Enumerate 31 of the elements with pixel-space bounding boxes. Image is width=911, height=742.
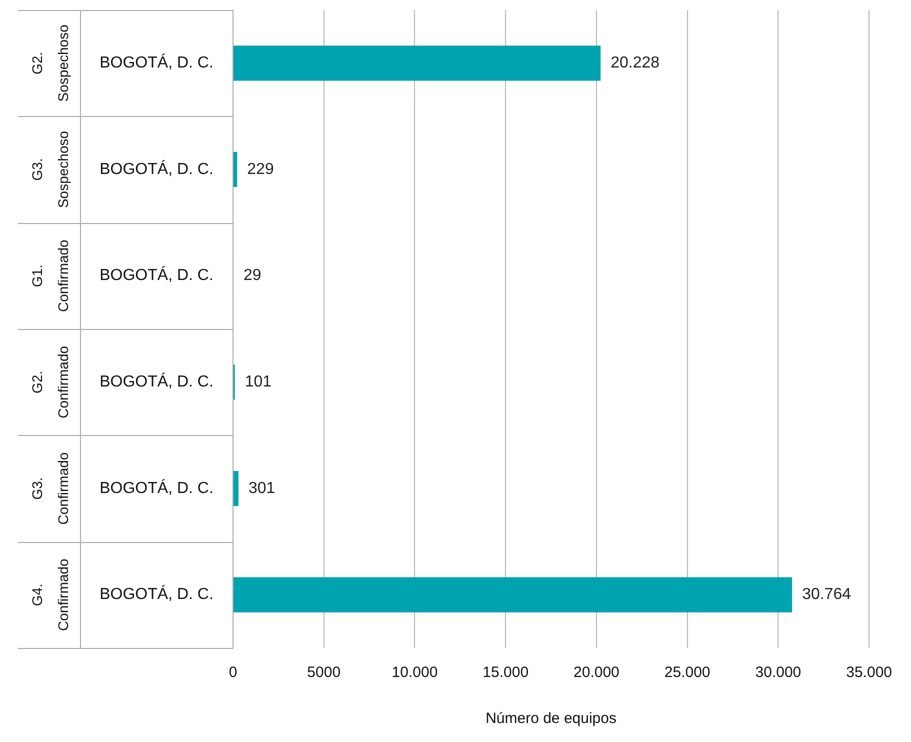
x-tick-label: 5000 (307, 664, 341, 682)
data-label: 301 (248, 480, 276, 497)
bar (234, 46, 601, 81)
y2-tick-label: G2. Confirmado (28, 346, 71, 418)
x-tick-label: 35.000 (846, 664, 892, 682)
bar (234, 577, 792, 612)
y2-tick-label: G3. Sospechoso (28, 130, 71, 208)
data-label: 30.764 (802, 586, 852, 604)
x-tick-label: 0 (228, 664, 238, 682)
y-tick-label: BOGOTÁ, D. C. (100, 54, 214, 72)
x-tick-label: 20.000 (574, 664, 620, 682)
y2-tick-label: G2. Sospechoso (28, 24, 71, 102)
x-tick-label: 25.000 (664, 664, 710, 682)
y2-tick-label: G4. Confirmado (28, 558, 71, 632)
y-tick-label: BOGOTÁ, D. C. (100, 478, 214, 497)
x-axis-title: Número de equipos (486, 710, 616, 728)
y-tick-label: BOGOTÁ, D. C. (100, 160, 214, 178)
bar (234, 470, 238, 506)
data-label: 229 (247, 160, 274, 178)
x-tick-label: 15.000 (482, 664, 529, 682)
data-label: 101 (244, 374, 272, 391)
y2-tick-label: G1. Confirmado (28, 239, 71, 312)
data-label: 20.228 (610, 54, 660, 72)
y-tick-label: BOGOTÁ, D. C. (100, 585, 214, 604)
y2-tick-label: G3. Confirmado (28, 452, 71, 525)
x-tick-label: 10.000 (392, 664, 438, 682)
y-tick-label: BOGOTÁ, D. C. (100, 372, 214, 391)
x-tick-label: 30.000 (755, 664, 802, 682)
y-tick-label: BOGOTÁ, D. C. (100, 266, 214, 284)
data-label: 29 (244, 267, 262, 284)
bar (234, 152, 238, 188)
